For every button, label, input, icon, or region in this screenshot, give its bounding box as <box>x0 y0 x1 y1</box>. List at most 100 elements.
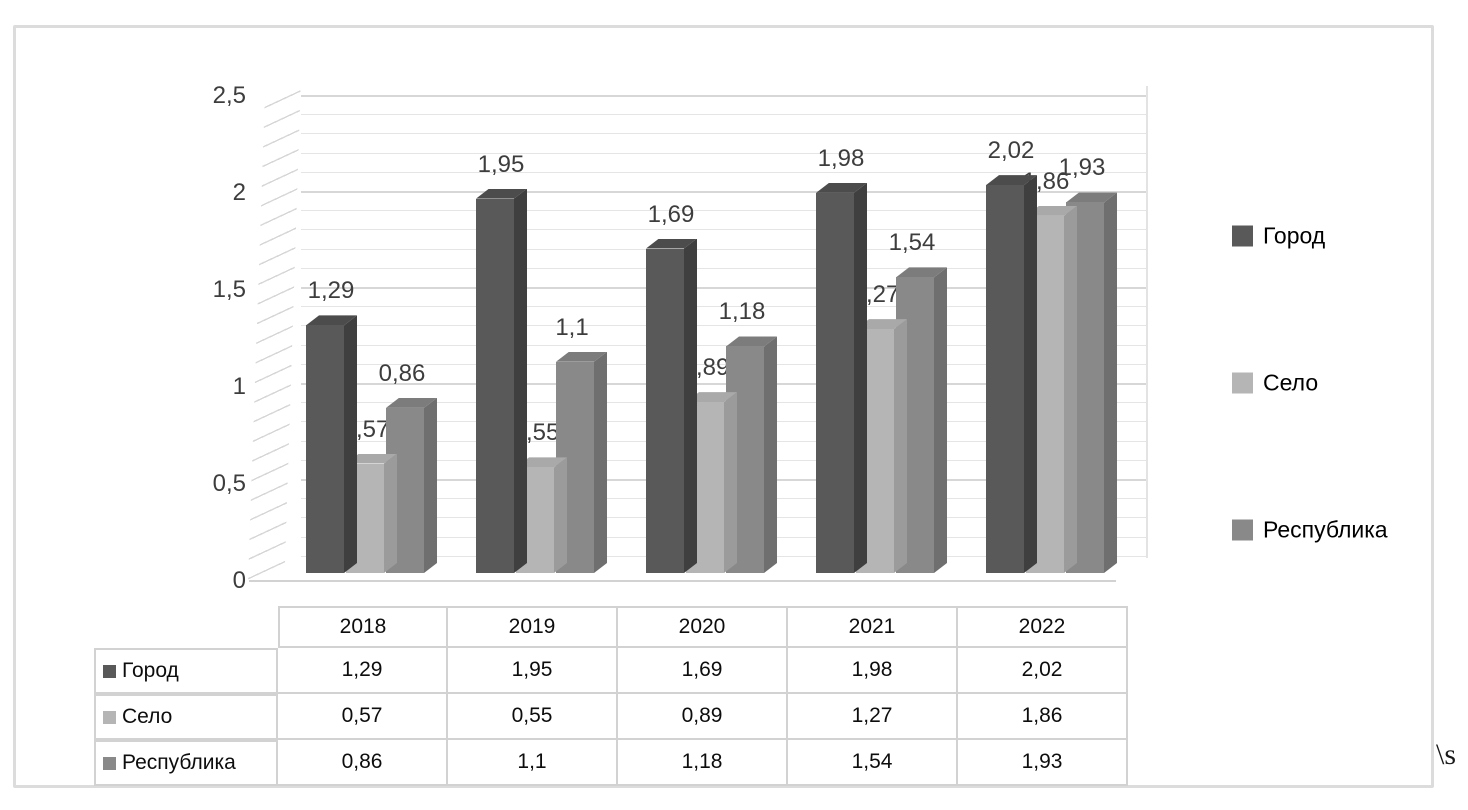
legend-label: Республика <box>1263 516 1388 543</box>
bar-respublika-2021-top <box>896 267 947 278</box>
table-value-gorod-2022: 2,02 <box>958 648 1128 694</box>
chart-side-wall <box>248 76 301 582</box>
y-axis-tick-label: 2 <box>232 179 246 206</box>
bar-respublika-2019-side <box>594 352 607 573</box>
data-label-respublika-2022: 1,93 <box>1058 154 1106 182</box>
minor-gridline <box>301 152 1146 154</box>
bar-selo-2020-top <box>686 392 737 403</box>
table-row-label-respublika: Республика <box>94 740 278 786</box>
table-value-respublika-2020: 1,18 <box>618 740 788 786</box>
y-axis-tick-label: 1 <box>232 373 246 400</box>
minor-gridline <box>301 133 1146 135</box>
bar-selo-2018-side <box>384 454 397 573</box>
bar-gorod-2018-side <box>344 315 357 573</box>
bar-selo-2021-side <box>894 319 907 573</box>
plot-right-edge <box>1146 86 1148 558</box>
minor-gridline <box>301 363 1146 365</box>
y-axis-tick-label: 0,5 <box>212 470 246 497</box>
legend-item-gorod[interactable]: Город <box>1232 223 1325 250</box>
data-label-gorod-2020: 1,69 <box>647 200 695 228</box>
table-value-gorod-2019: 1,95 <box>448 648 618 694</box>
table-value-respublika-2021: 1,54 <box>788 740 958 786</box>
bar-gorod-2021-side <box>854 183 867 573</box>
table-header-2021: 2021 <box>788 606 958 648</box>
major-gridline <box>301 287 1146 289</box>
table-row-label-text: Село <box>122 705 173 728</box>
table-row-label-text: Республика <box>122 751 236 774</box>
legend-label: Село <box>1263 369 1319 396</box>
table-value-selo-2019: 0,55 <box>448 694 618 740</box>
table-row-label-text: Город <box>122 659 179 682</box>
table-value-respublika-2018: 0,86 <box>278 740 448 786</box>
table-value-gorod-2020: 1,69 <box>618 648 788 694</box>
bar-respublika-2020-top <box>726 336 777 347</box>
bar-gorod-2021-top <box>816 182 867 193</box>
legend-key-selo-icon <box>103 710 116 724</box>
bar-selo-2022-side <box>1064 206 1077 573</box>
table-value-respublika-2019: 1,1 <box>448 740 618 786</box>
category-axis-line <box>249 580 1116 582</box>
minor-gridline <box>301 267 1146 269</box>
data-label-gorod-2022: 2,02 <box>987 137 1035 165</box>
bar-selo-2018-top <box>346 453 397 464</box>
bar-respublika-2021-side <box>934 267 947 573</box>
data-table: 2018 2019 2020 2021 2022 Город 1,29 1,95 1,69 1,9… <box>94 606 1128 786</box>
data-label-respublika-2019: 1,1 <box>555 313 589 341</box>
table-header-2020: 2020 <box>618 606 788 648</box>
legend-item-respublika[interactable]: Республика <box>1232 517 1388 544</box>
legend-key-respublika-icon <box>103 756 116 770</box>
table-value-selo-2021: 1,27 <box>788 694 958 740</box>
table-value-gorod-2018: 1,29 <box>278 648 448 694</box>
data-label-gorod-2021: 1,98 <box>817 144 865 172</box>
legend-swatch-selo-icon <box>1232 372 1253 394</box>
bar-gorod-2021[interactable] <box>816 192 854 573</box>
bar-respublika-2022-top <box>1066 192 1117 203</box>
bar-gorod-2019[interactable] <box>476 198 514 573</box>
minor-gridline <box>301 325 1146 327</box>
table-corner-cell <box>94 606 278 648</box>
minor-gridline <box>301 306 1146 308</box>
table-value-selo-2022: 1,86 <box>958 694 1128 740</box>
legend-swatch-gorod-icon <box>1232 225 1253 247</box>
table-header-2022: 2022 <box>958 606 1128 648</box>
table-value-selo-2020: 0,89 <box>618 694 788 740</box>
bar-respublika-2020-side <box>764 336 777 573</box>
legend-item-selo[interactable]: Село <box>1232 370 1318 397</box>
major-gridline <box>301 191 1146 193</box>
major-gridline <box>301 383 1146 385</box>
table-header-2019: 2019 <box>448 606 618 648</box>
data-label-respublika-2020: 1,18 <box>718 298 766 326</box>
chart-frame[interactable]: 0 0,5 1 1,5 2 2,5 1,29 1,95 1,69 1,98 2,02 0,57 0,55… <box>13 25 1434 788</box>
bar-gorod-2018[interactable] <box>306 325 344 573</box>
bar-selo-2020-side <box>724 392 737 573</box>
table-row-label-selo: Село <box>94 694 278 740</box>
bar-gorod-2018-top <box>306 315 357 326</box>
minor-gridline <box>301 171 1146 173</box>
bar-selo-2019-top <box>516 457 567 468</box>
legend-key-gorod-icon <box>103 664 116 678</box>
bar-gorod-2019-side <box>514 189 527 573</box>
table-header-2018: 2018 <box>278 606 448 648</box>
minor-gridline <box>301 248 1146 250</box>
minor-gridline <box>301 344 1146 346</box>
bar-gorod-2022[interactable] <box>986 185 1024 573</box>
table-row-label-gorod: Город <box>94 648 278 694</box>
chart-legend: Город Село Республика <box>1232 28 1462 785</box>
y-axis-tick-label: 1,5 <box>212 276 246 303</box>
bar-gorod-2022-top <box>986 175 1037 186</box>
plot-area: 0 0,5 1 1,5 2 2,5 1,29 1,95 1,69 1,98 2,02 0,57 0,55… <box>16 28 1431 785</box>
minor-gridline <box>301 210 1146 212</box>
bar-selo-2022-top <box>1026 205 1077 216</box>
legend-label: Город <box>1263 222 1326 249</box>
data-label-gorod-2019: 1,95 <box>477 150 525 178</box>
data-label-gorod-2018: 1,29 <box>307 277 355 305</box>
bar-respublika-2022-side <box>1104 192 1117 573</box>
bar-selo-2019-side <box>554 457 567 573</box>
bar-gorod-2019-top <box>476 188 527 199</box>
bar-selo-2021-top <box>856 319 907 330</box>
bar-gorod-2020[interactable] <box>646 248 684 573</box>
table-value-selo-2018: 0,57 <box>278 694 448 740</box>
legend-swatch-respublika-icon <box>1232 519 1253 541</box>
bar-respublika-2018-side <box>424 398 437 573</box>
